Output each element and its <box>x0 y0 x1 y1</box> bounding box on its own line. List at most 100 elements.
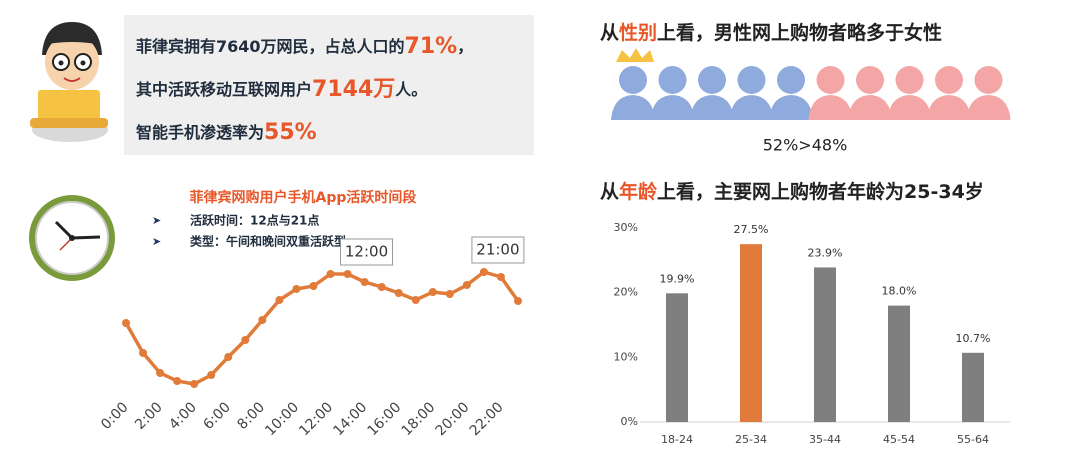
bullet-arrow: ➤ <box>152 235 161 248</box>
person-head <box>856 66 884 94</box>
section-title: 从性别上看，男性网上购物者略多于女性 <box>600 21 942 44</box>
y-tick-label: 30% <box>614 221 638 234</box>
title-text: 上看，男性网上购物者略多于女性 <box>657 21 942 44</box>
person-body <box>690 95 734 120</box>
intro-box <box>124 15 534 155</box>
point <box>462 281 471 289</box>
x-tick-label: 55-64 <box>957 433 989 446</box>
callout-label: 12:00 <box>345 243 388 261</box>
person-head <box>777 66 805 94</box>
bar <box>962 352 984 422</box>
person-head <box>816 66 845 94</box>
point <box>343 270 352 278</box>
intro-text: 人。 <box>395 80 427 99</box>
callout-label: 21:00 <box>476 241 519 259</box>
x-tick-label: 16:00 <box>365 399 405 439</box>
line <box>124 270 520 386</box>
intro-line: 菲律宾拥有7640万网民，占总人口的71%， <box>136 34 473 59</box>
intro-text: ， <box>457 37 473 56</box>
point <box>190 380 199 388</box>
person-body <box>729 95 774 120</box>
point <box>479 268 488 276</box>
person-body <box>927 95 971 120</box>
bar <box>814 267 836 422</box>
bar <box>666 293 688 422</box>
highlight: 7144万 <box>312 77 395 102</box>
point <box>445 290 454 298</box>
title-text: 从 <box>600 181 619 203</box>
bullet: 活跃时间：12点与21点 <box>190 213 319 228</box>
point <box>258 316 267 324</box>
chart-title: 菲律宾网购用户手机App活跃时间段 <box>190 189 417 206</box>
x-tick-label: 2:00 <box>132 399 166 433</box>
person-head <box>698 66 726 94</box>
person-body <box>808 95 853 120</box>
point <box>275 296 284 304</box>
x-tick-label: 4:00 <box>166 399 200 433</box>
people-icons <box>611 66 1011 120</box>
point <box>207 371 216 379</box>
x-tick-label: 20:00 <box>433 399 473 439</box>
gender-ratio: 52%>48% <box>763 136 848 155</box>
highlight: 71% <box>405 34 458 59</box>
bullet: 类型：午间和晚间双重活跃型 <box>190 234 346 249</box>
person-head <box>895 66 924 94</box>
x-tick-label: 14:00 <box>330 399 370 439</box>
y-tick-label: 0% <box>621 415 638 428</box>
person-head <box>737 66 766 94</box>
point <box>224 353 233 361</box>
person-body <box>611 95 655 120</box>
bar <box>888 305 910 422</box>
x-tick-label: 18-24 <box>661 433 693 446</box>
point <box>309 282 318 290</box>
person-body <box>769 95 813 120</box>
x-tick-label: 10:00 <box>262 399 302 439</box>
person-body <box>848 95 892 120</box>
point <box>394 289 403 297</box>
intro-text: 其中活跃移动互联网用户 <box>136 80 312 99</box>
point <box>514 297 522 305</box>
person-head <box>974 66 1003 94</box>
point <box>360 278 369 286</box>
intro-line: 智能手机渗透率为55% <box>136 120 317 145</box>
value-label: 23.9% <box>808 246 843 259</box>
value-label: 19.9% <box>660 272 695 285</box>
point <box>122 319 130 327</box>
intro-line: 其中活跃移动互联网用户7144万人。 <box>136 77 427 102</box>
x-tick-label: 25-34 <box>735 433 767 446</box>
x-tick-label: 45-54 <box>883 433 915 446</box>
title-highlight: 年龄 <box>619 180 658 203</box>
intro-text: 菲律宾拥有7640万网民，占总人口的 <box>136 37 405 56</box>
person-body <box>966 95 1011 120</box>
clock <box>29 195 115 281</box>
intro-text: 智能手机渗透率为 <box>136 123 264 142</box>
point <box>156 369 165 377</box>
point <box>173 377 182 385</box>
x-tick-label: 18:00 <box>399 399 439 439</box>
bar <box>740 244 762 422</box>
x-tick-label: 22:00 <box>467 399 507 439</box>
person-body <box>650 95 695 120</box>
person-body <box>887 95 932 120</box>
highlight: 55% <box>264 120 317 145</box>
y-tick-label: 10% <box>614 350 638 363</box>
person-head <box>658 66 687 94</box>
x-tick-label: 12:00 <box>296 399 336 439</box>
point <box>411 296 420 304</box>
callout-box <box>471 236 525 264</box>
value-label: 27.5% <box>734 223 769 236</box>
value-label: 18.0% <box>882 285 917 298</box>
x-tick-label: 0:00 <box>98 399 132 433</box>
title-text: 从 <box>600 22 619 44</box>
title-text: 上看，主要网上购物者年龄为25-34岁 <box>657 180 984 203</box>
point <box>326 270 335 278</box>
point <box>292 285 301 293</box>
crown <box>616 48 654 62</box>
value-label: 10.7% <box>956 332 991 345</box>
person-head <box>619 66 647 94</box>
point <box>496 273 505 281</box>
point <box>377 283 386 291</box>
section-title: 从年龄上看，主要网上购物者年龄为25-34岁 <box>600 180 984 203</box>
point <box>241 336 250 344</box>
x-tick-label: 35-44 <box>809 433 841 446</box>
